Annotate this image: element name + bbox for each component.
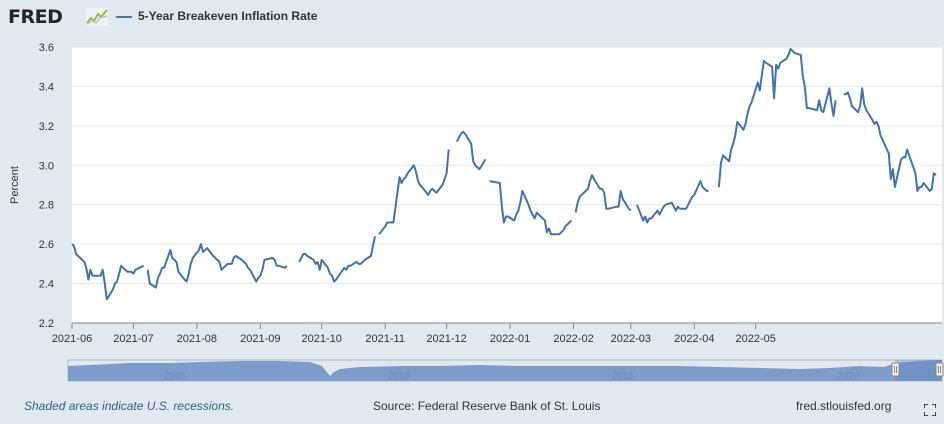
x-axis-ticks: 2021-06 2021-07 2021-08 2021-09 2021-10 2021-… (52, 322, 942, 345)
navigator-year-label: 2020 (837, 371, 860, 382)
y-axis-ticks: 2.2 2.4 2.6 2.8 3.0 3.2 3.4 3.6 (39, 42, 54, 330)
series-line (489, 180, 573, 236)
x-tick-label: 2022-02 (553, 333, 593, 345)
chart-header: FRED 5-Year Breakeven Inflation Rate (0, 0, 944, 36)
gridlines (72, 46, 942, 285)
series-line (455, 130, 487, 171)
navigator-year-labels: 2005 2010 2015 2020 (164, 371, 860, 382)
series-line (71, 243, 145, 301)
fred-logo[interactable]: FRED (8, 6, 63, 28)
y-tick-label: 2.8 (39, 200, 54, 212)
fullscreen-icon[interactable] (924, 404, 936, 416)
legend-swatch (116, 16, 132, 18)
fred-graph-icon (86, 8, 108, 26)
navigator-year-label: 2015 (612, 371, 635, 382)
x-tick-label: 2021-11 (365, 333, 405, 345)
y-tick-label: 2.4 (39, 279, 54, 291)
plot-area (72, 47, 942, 323)
y-tick-label: 2.6 (39, 239, 54, 251)
navigator-right-handle[interactable] (935, 362, 944, 377)
legend-label: 5-Year Breakeven Inflation Rate (138, 9, 318, 23)
series-lines (71, 48, 937, 301)
y-tick-label: 3.6 (39, 42, 54, 54)
navigator-year-label: 2010 (388, 371, 411, 382)
x-tick-label: 2022-04 (674, 333, 714, 345)
series-line (636, 180, 709, 224)
navigator-area (68, 360, 942, 381)
series-line (378, 149, 450, 235)
x-tick-label: 2022-01 (490, 333, 530, 345)
y-axis-label: Percent (9, 166, 21, 204)
line-chart: 2.22.42.62.83.03.23.43.6 2021-06 2021-07 2… (9, 42, 944, 382)
x-tick-label: 2022-05 (736, 333, 776, 345)
series-line (298, 236, 376, 283)
series-line (146, 243, 288, 289)
navigator-left-handle[interactable] (891, 362, 900, 377)
x-tick-label: 2021-08 (177, 333, 217, 345)
range-navigator[interactable]: 2005 2010 2015 2020 (67, 359, 944, 382)
y-tick-label: 3.4 (39, 81, 54, 93)
x-tick-label: 2021-10 (302, 333, 342, 345)
y-tick-label: 2.2 (39, 318, 54, 330)
navigator-year-label: 2005 (164, 371, 187, 382)
fred-url-link[interactable]: fred.stlouisfed.org (796, 399, 892, 413)
recession-note: Shaded areas indicate U.S. recessions. (24, 399, 235, 413)
x-tick-label: 2021-12 (426, 333, 466, 345)
y-tick-label: 3.2 (39, 121, 54, 133)
y-tick-label: 3.0 (39, 160, 54, 172)
x-tick-label: 2021-09 (240, 333, 280, 345)
series-line (574, 174, 632, 213)
x-tick-label: 2021-07 (113, 333, 153, 345)
navigator-selection[interactable] (895, 360, 942, 381)
x-tick-label: 2021-06 (52, 333, 92, 345)
series-line (843, 87, 937, 192)
source-note: Source: Federal Reserve Bank of St. Loui… (373, 399, 601, 413)
series-line (717, 48, 837, 188)
x-tick-label: 2022-03 (611, 333, 651, 345)
